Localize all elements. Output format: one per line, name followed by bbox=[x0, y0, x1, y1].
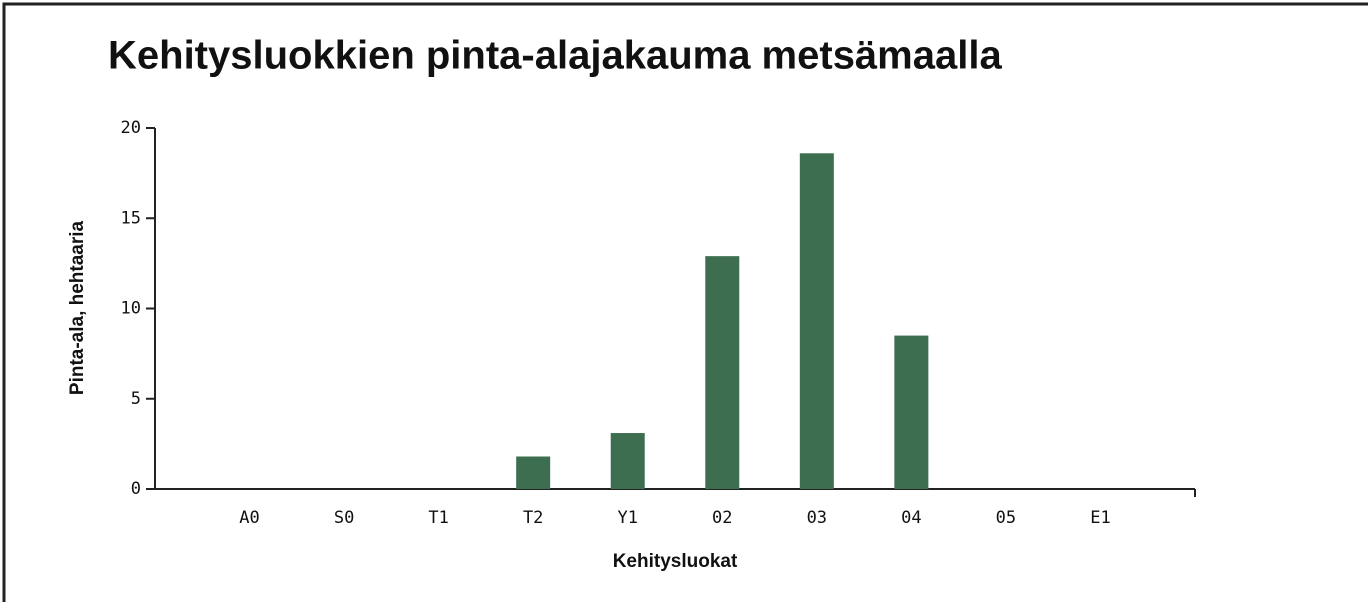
y-tick-label: 5 bbox=[131, 389, 141, 409]
x-axis-label: Kehitysluokat bbox=[613, 551, 738, 572]
y-tick-label: 0 bbox=[131, 479, 141, 499]
x-tick-label: 02 bbox=[712, 508, 732, 528]
y-tick-label: 10 bbox=[121, 299, 141, 319]
x-tick-label: 05 bbox=[996, 508, 1016, 528]
bar bbox=[705, 256, 740, 489]
x-tick-label: Y1 bbox=[617, 508, 637, 528]
bar bbox=[799, 153, 834, 489]
x-tick-label: T2 bbox=[523, 508, 543, 528]
bar bbox=[894, 335, 929, 489]
chart-title: Kehitysluokkien pinta-alajakauma metsäma… bbox=[108, 34, 1002, 78]
x-tick-label: S0 bbox=[334, 508, 354, 528]
x-tick-label: E1 bbox=[1090, 508, 1110, 528]
y-axis-label: Pinta-ala, hehtaaria bbox=[67, 220, 88, 395]
bar bbox=[610, 433, 645, 489]
x-tick-label: 03 bbox=[807, 508, 827, 528]
y-tick-label: 15 bbox=[121, 208, 141, 228]
bar bbox=[516, 456, 551, 489]
y-tick-label: 20 bbox=[121, 118, 141, 138]
x-tick-label: A0 bbox=[239, 508, 259, 528]
x-tick-label: 04 bbox=[901, 508, 921, 528]
x-tick-label: T1 bbox=[428, 508, 448, 528]
